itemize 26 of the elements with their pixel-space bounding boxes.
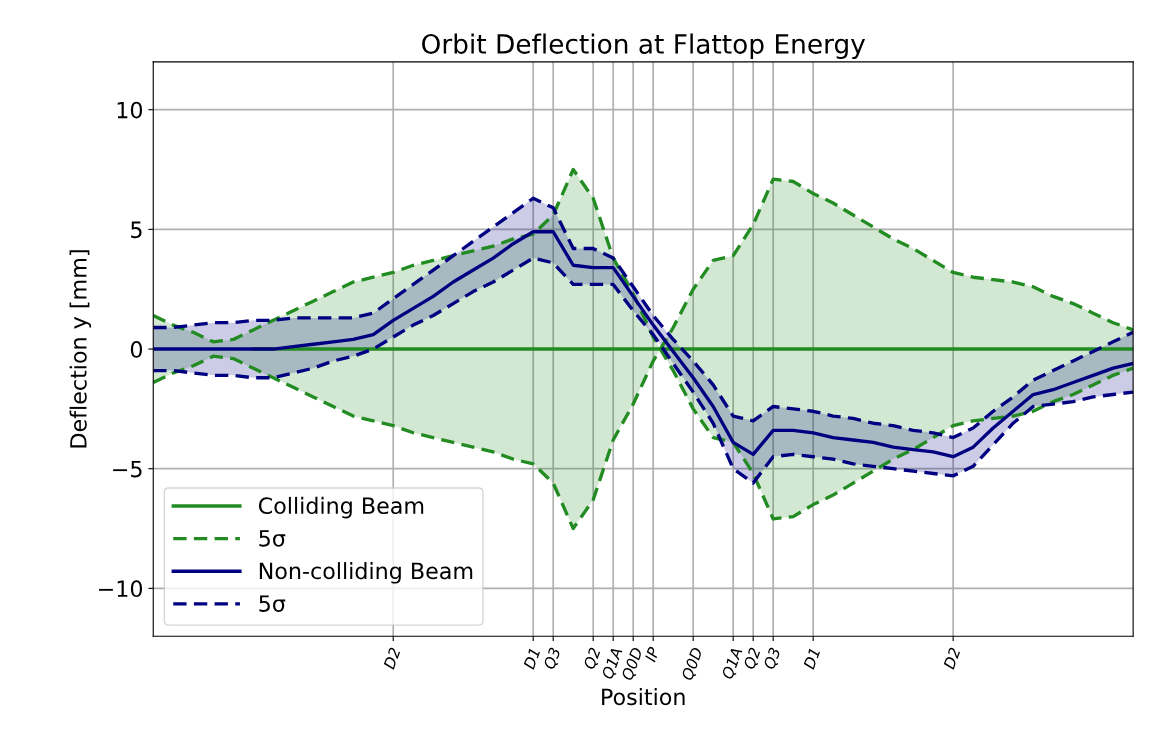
chart-title: Orbit Deflection at Flattop Energy <box>422 33 866 59</box>
y-tick-label: −5 <box>113 460 142 478</box>
x-tick-label: Q1A <box>721 647 745 681</box>
x-tick-label: Q0D <box>680 646 705 682</box>
x-tick-label: IP <box>644 646 660 663</box>
x-tick-label: Q3 <box>543 646 563 671</box>
x-tick-label: Q2 <box>583 646 603 671</box>
legend-label: Non-colliding Beam <box>259 562 473 584</box>
x-tick-label: D1 <box>803 648 821 670</box>
x-tick-label: Q3 <box>762 646 783 671</box>
legend-label: 5σ <box>259 595 286 612</box>
x-tick-label: Q2 <box>742 646 763 671</box>
x-axis-title: Position <box>602 688 685 706</box>
y-tick-label: −10 <box>98 580 143 598</box>
x-tick-label: D2 <box>942 646 961 670</box>
line-series <box>153 256 1134 485</box>
x-tick-label: D1 <box>523 648 541 670</box>
y-tick-label: 10 <box>117 101 143 119</box>
x-tick-label: D2 <box>383 646 401 670</box>
y-axis-title: Deflection y [mm] <box>69 250 92 448</box>
line-series <box>153 196 1134 440</box>
legend-label: Colliding Beam <box>258 496 424 519</box>
y-tick-label: 0 <box>130 340 143 358</box>
legend-label: 5σ <box>259 530 286 547</box>
y-tick-label: 5 <box>131 221 142 239</box>
line-series <box>153 230 1134 459</box>
